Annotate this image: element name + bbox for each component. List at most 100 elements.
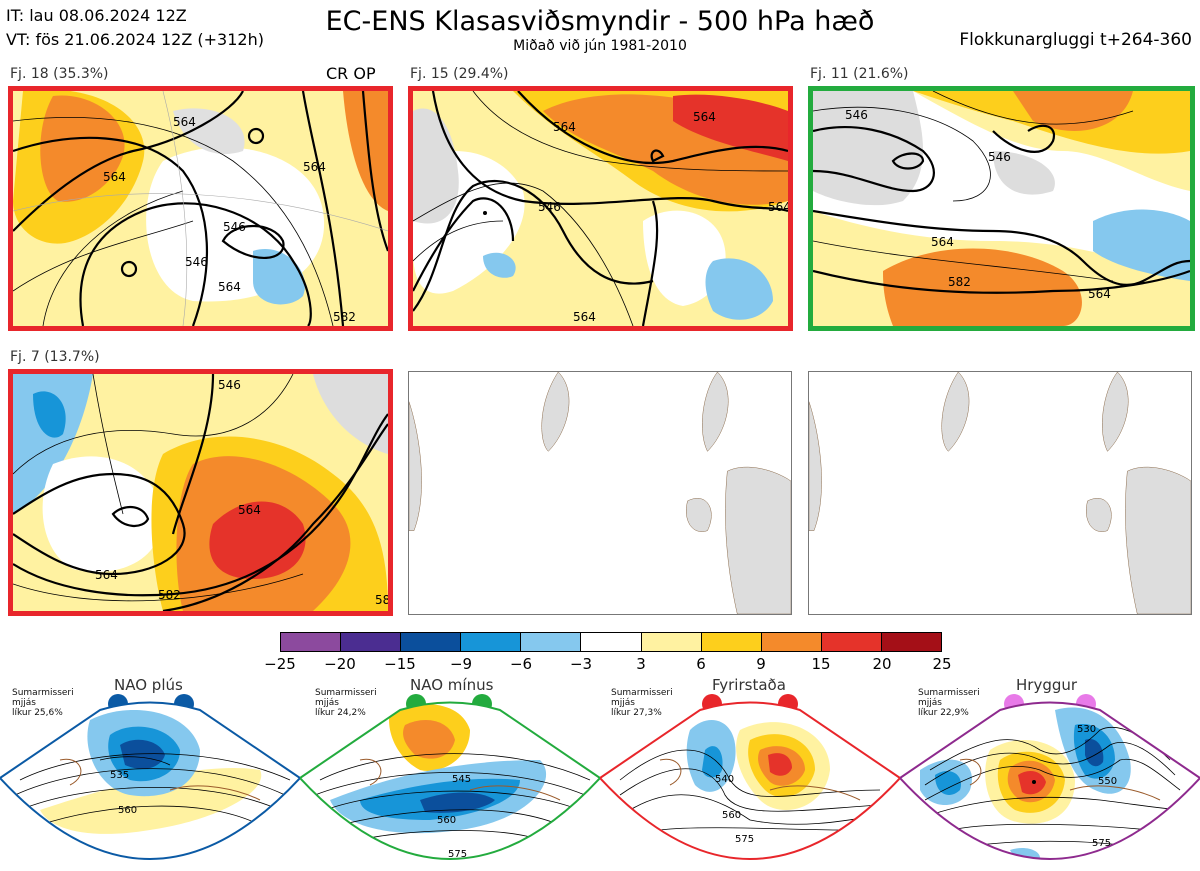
contour-label: 564 (573, 310, 596, 324)
regime-map-blocking[interactable]: 540 560 575 (600, 700, 900, 865)
contour-label: 546 (185, 255, 208, 269)
contour-label: 564 (768, 200, 788, 214)
scale-tick: −20 (324, 655, 356, 673)
cluster-map-11[interactable]: 546 546 564 582 564 (808, 86, 1195, 331)
panel-1-label: Fj. 18 (35.3%) (10, 66, 109, 82)
color-swatch (701, 633, 762, 651)
scale-tick: −25 (264, 655, 296, 673)
scale-tick: −3 (569, 655, 593, 673)
page-subtitle: Miðað við jún 1981-2010 (513, 38, 687, 54)
empty-map-panel (408, 371, 792, 615)
regime-info: Sumarmisseri mjjás líkur 25,6% (12, 688, 74, 718)
contour-label: 564 (238, 503, 261, 517)
contour-label: 564 (1088, 287, 1111, 301)
contour-label: 575 (735, 834, 754, 845)
regime-info: Sumarmisseri mjjás líkur 22,9% (918, 688, 980, 718)
contour-label: 564 (553, 120, 576, 134)
regime-info-line: mjjás (611, 698, 635, 708)
scale-tick: 9 (756, 655, 766, 673)
init-time: IT: lau 08.06.2024 12Z (6, 6, 187, 25)
color-swatch (881, 633, 942, 651)
anomaly-map: 564 546 564 564 564 (413, 91, 788, 326)
header-info: IT: lau 08.06.2024 12Z VT: fös 21.06.202… (6, 4, 264, 52)
color-swatch (341, 633, 402, 651)
contour-label: 564 (95, 568, 118, 582)
contour-label: 560 (437, 815, 456, 826)
scale-tick: 3 (636, 655, 646, 673)
scale-tick: 15 (811, 655, 831, 673)
contour-label: 575 (448, 849, 467, 860)
contour-label: 560 (722, 810, 741, 821)
scale-tick: 25 (932, 655, 952, 673)
regime-map-ridge[interactable]: 530 550 575 (900, 700, 1200, 865)
scale-tick: 6 (696, 655, 706, 673)
contour-label: 582 (158, 588, 181, 602)
contour-label: 582 (948, 275, 971, 289)
color-scale (280, 632, 942, 652)
regime-title: Hryggur (1016, 676, 1078, 694)
cluster-window: Flokkunargluggi t+264-360 (959, 30, 1192, 50)
color-swatch (401, 633, 462, 651)
contour-label: 564 (931, 235, 954, 249)
color-swatch (521, 633, 582, 651)
contour-label: 546 (845, 108, 868, 122)
page-title: EC-ENS Klasasviðsmyndir - 500 hPa hæð (325, 6, 875, 37)
color-swatch (821, 633, 882, 651)
regime-info: Sumarmisseri mjjás líkur 27,3% (611, 688, 673, 718)
contour-label: 582 (375, 593, 388, 607)
color-swatch (761, 633, 822, 651)
contour-label: 546 (223, 220, 246, 234)
panel-2-label: Fj. 15 (29.4%) (410, 66, 509, 82)
regime-info-line: Sumarmisseri (12, 688, 74, 698)
contour-label: 545 (452, 774, 471, 785)
regime-info-line: mjjás (12, 698, 36, 708)
scale-tick: −9 (449, 655, 473, 673)
contour-label: 546 (538, 200, 561, 214)
anomaly-map: 546 564 564 582 582 (13, 374, 388, 611)
regime-info: Sumarmisseri mjjás líkur 24,2% (315, 688, 377, 718)
valid-time: VT: fös 21.06.2024 12Z (+312h) (6, 30, 264, 49)
color-swatch (281, 633, 342, 651)
regime-title: Fyrirstaða (712, 676, 786, 694)
regime-map-nao-plus[interactable]: 535 560 (0, 700, 300, 865)
regime-info-line: mjjás (315, 698, 339, 708)
regime-info-line: Sumarmisseri (918, 688, 980, 698)
regime-map-nao-minus[interactable]: 545 560 575 (300, 700, 600, 865)
regime-title: NAO mínus (410, 676, 494, 694)
regime-info-line: líkur 25,6% (12, 708, 63, 718)
scale-tick: 20 (872, 655, 892, 673)
anomaly-map: 564 546 564 564 546 564 582 (13, 91, 388, 326)
scale-tick: −15 (384, 655, 416, 673)
regime-info-line: líkur 22,9% (918, 708, 969, 718)
contour-label: 535 (110, 770, 129, 781)
contour-label: 564 (303, 160, 326, 174)
coastline-map (409, 372, 791, 614)
cluster-map-15[interactable]: 564 546 564 564 564 (408, 86, 793, 331)
regime-info-line: líkur 24,2% (315, 708, 366, 718)
scale-tick: −6 (509, 655, 533, 673)
anomaly-map: 546 546 564 582 564 (813, 91, 1190, 326)
regime-info-line: mjjás (918, 698, 942, 708)
color-swatch (641, 633, 702, 651)
coastline-map (809, 372, 1191, 614)
contour-label: 540 (715, 774, 734, 785)
contour-label: 564 (103, 170, 126, 184)
contour-label: 582 (333, 310, 356, 324)
contour-label: 575 (1092, 838, 1111, 849)
contour-label: 564 (173, 115, 196, 129)
color-swatch (581, 633, 642, 651)
contour-label: 560 (118, 805, 137, 816)
contour-label: 546 (988, 150, 1011, 164)
contour-label: 546 (218, 378, 241, 392)
cluster-map-7[interactable]: 546 564 564 582 582 (8, 369, 393, 616)
contour-label: 530 (1077, 724, 1096, 735)
regime-info-line: líkur 27,3% (611, 708, 662, 718)
regime-info-line: Sumarmisseri (315, 688, 377, 698)
cluster-map-18[interactable]: 564 546 564 564 546 564 582 (8, 86, 393, 331)
regime-title: NAO plús (114, 676, 183, 694)
control-run-label: CR OP (326, 64, 376, 83)
panel-4-label: Fj. 7 (13.7%) (10, 349, 100, 365)
empty-map-panel (808, 371, 1192, 615)
regime-info-line: Sumarmisseri (611, 688, 673, 698)
panel-3-label: Fj. 11 (21.6%) (810, 66, 909, 82)
